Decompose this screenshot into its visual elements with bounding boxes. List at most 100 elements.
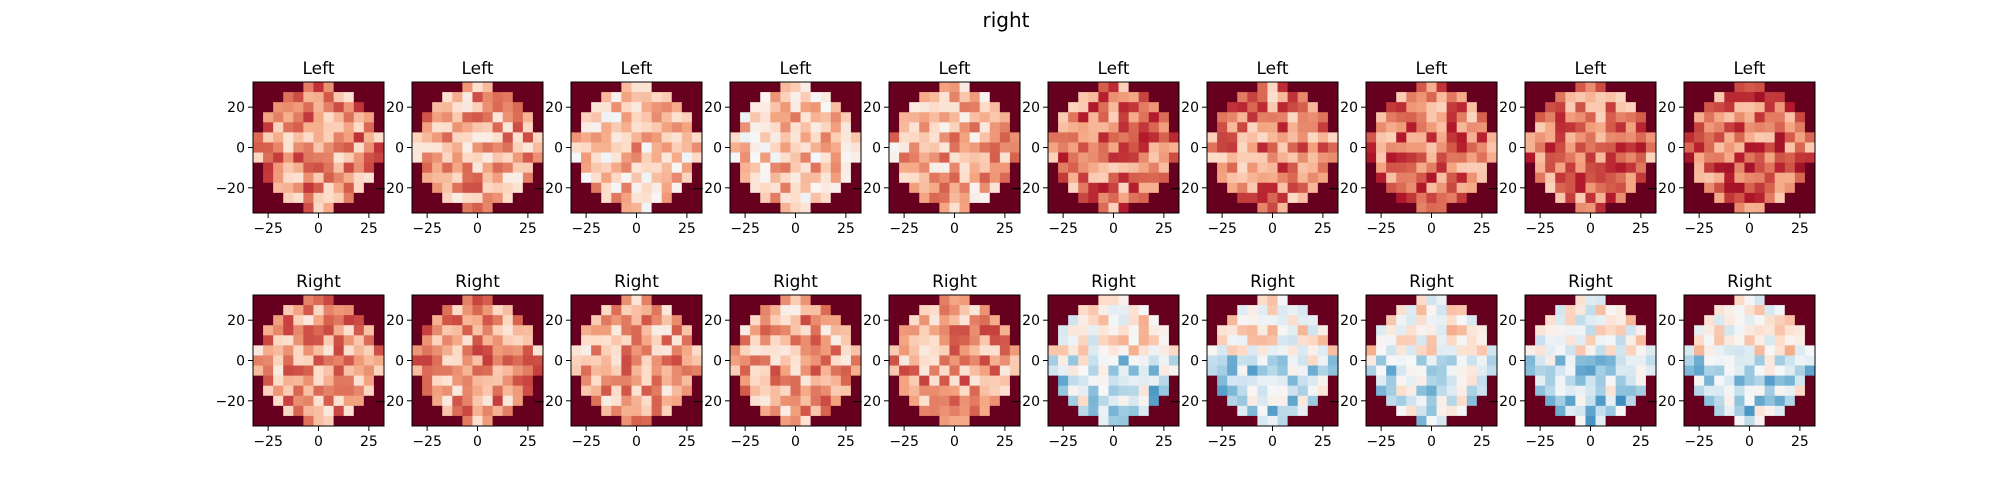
heatmap-cell [929, 295, 940, 306]
heatmap-cell [1386, 112, 1397, 123]
heatmap-cell [412, 132, 423, 143]
heatmap-cell [1287, 152, 1299, 164]
heatmap-cell [1535, 375, 1546, 387]
heatmap-cell [661, 92, 673, 103]
heatmap-cell [581, 415, 592, 426]
heatmap-cell [1684, 152, 1695, 164]
heatmap-cell [1138, 415, 1150, 426]
heatmap-cell [1247, 202, 1258, 213]
heatmap-cell [641, 325, 653, 336]
heatmap-cell [532, 182, 543, 194]
heatmap-cell [1684, 192, 1695, 204]
heatmap-cell [1317, 112, 1329, 123]
heatmap-cell [889, 162, 900, 174]
heatmap-cell [1277, 405, 1289, 417]
heatmap-cell [691, 375, 702, 387]
heatmap-cell [591, 405, 602, 417]
heatmap-cell [273, 345, 284, 356]
heatmap-cell [1207, 112, 1218, 123]
heatmap-cell [820, 92, 832, 103]
heatmap-cell [651, 315, 663, 326]
heatmap-cell [1585, 375, 1597, 387]
heatmap-cell [979, 305, 991, 316]
heatmap-cell [1744, 305, 1756, 316]
heatmap-cell [1754, 132, 1766, 143]
heatmap-cell [810, 385, 822, 397]
heatmap-cell [1217, 325, 1228, 336]
heatmap-cell [651, 375, 663, 387]
heatmap-cell [1128, 102, 1140, 113]
heatmap-cell [979, 102, 991, 113]
heatmap-cell [353, 182, 365, 194]
heatmap-cell [492, 162, 504, 174]
heatmap-cell [1267, 162, 1279, 174]
heatmap-cell [1694, 385, 1705, 397]
heatmap-cell [1774, 172, 1786, 184]
heatmap-cell [581, 132, 592, 143]
heatmap-cell [1784, 415, 1796, 426]
heatmap-cell [800, 182, 812, 194]
heatmap-cell [1247, 102, 1258, 113]
heatmap-cell [1118, 325, 1130, 336]
heatmap-cell [899, 405, 910, 417]
heatmap-cell [1486, 395, 1497, 407]
heatmap-cell [989, 142, 1001, 154]
heatmap-cell [989, 335, 1001, 346]
heatmap-cell [1386, 202, 1397, 213]
heatmap-cells [1048, 295, 1179, 426]
heatmap-cell [343, 142, 355, 154]
heatmap-cell [353, 305, 365, 316]
heatmap-cell [681, 132, 693, 143]
heatmap-cell [601, 112, 612, 123]
heatmap-cell [1804, 112, 1815, 123]
heatmap-cell [293, 395, 304, 407]
heatmap-cell [422, 385, 433, 397]
heatmap-cell [472, 395, 484, 407]
heatmap-cell [1267, 365, 1279, 377]
heatmap-cell [1396, 162, 1407, 174]
heatmap-cell [681, 102, 693, 113]
heatmap-cell [730, 112, 741, 123]
heatmap-cell [1217, 395, 1228, 407]
heatmap-cell [1148, 112, 1160, 123]
heatmap-cell [1774, 365, 1786, 377]
heatmap-cell [1267, 92, 1279, 103]
heatmap-cell [1774, 295, 1786, 306]
heatmap-cell [631, 415, 643, 426]
heatmap-cell [363, 192, 375, 204]
heatmap-cell [1535, 172, 1546, 184]
heatmap-cell [1406, 192, 1417, 204]
heatmap-cell [750, 122, 761, 133]
heatmap-cell [979, 112, 991, 123]
heatmap-cell [1426, 415, 1438, 426]
heatmap-cell [661, 345, 673, 356]
heatmap-cell [1635, 112, 1647, 123]
heatmap-cell [1207, 132, 1218, 143]
heatmap-cell [442, 182, 453, 194]
heatmap-cell [840, 355, 852, 367]
heatmap-cell [293, 112, 304, 123]
heatmap-cell [1555, 202, 1566, 213]
heatmap-cell [1645, 375, 1656, 387]
heatmap-cell [303, 152, 314, 164]
heatmap-cell [1784, 182, 1796, 194]
heatmap-cell [1386, 305, 1397, 316]
heatmap-cell [1287, 192, 1299, 204]
heatmap-cell [730, 82, 741, 93]
heatmap-cell [611, 152, 622, 164]
heatmap-cell [1804, 395, 1815, 407]
heatmap-cell [850, 162, 861, 174]
heatmap-cell [830, 315, 842, 326]
heatmap-cell [760, 315, 771, 326]
heatmap-cell [1297, 365, 1309, 377]
heatmap-cell [283, 132, 294, 143]
heatmap-cell [681, 162, 693, 174]
heatmap-cell [909, 325, 920, 336]
heatmap-cell [840, 122, 852, 133]
heatmap-cell [1585, 355, 1597, 367]
heatmap-cell [1525, 82, 1536, 93]
heatmap-cell [1694, 152, 1705, 164]
heatmap-cell [949, 345, 961, 356]
x-tick-label: 0 [314, 434, 323, 450]
